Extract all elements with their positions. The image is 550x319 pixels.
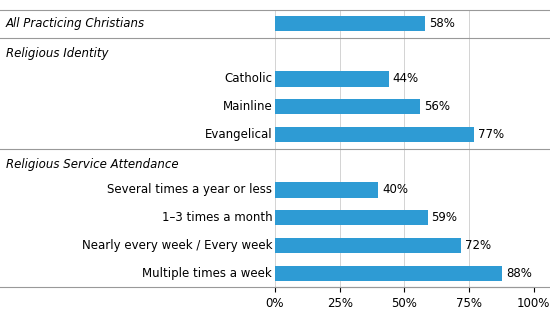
Text: 88%: 88% bbox=[507, 267, 532, 280]
Text: Several times a year or less: Several times a year or less bbox=[107, 183, 272, 197]
Text: All Practicing Christians: All Practicing Christians bbox=[6, 17, 145, 30]
Text: Religious Service Attendance: Religious Service Attendance bbox=[6, 158, 178, 171]
Bar bbox=[275, 127, 474, 142]
Text: 40%: 40% bbox=[382, 183, 408, 197]
Text: 44%: 44% bbox=[393, 72, 419, 85]
Bar bbox=[275, 210, 427, 225]
Bar bbox=[275, 99, 420, 114]
Text: 56%: 56% bbox=[424, 100, 450, 113]
Text: 77%: 77% bbox=[478, 128, 504, 141]
Bar bbox=[275, 16, 425, 31]
Text: 58%: 58% bbox=[429, 17, 455, 30]
Text: 59%: 59% bbox=[431, 211, 458, 224]
Text: 1–3 times a month: 1–3 times a month bbox=[162, 211, 272, 224]
Bar bbox=[275, 266, 503, 281]
Text: Religious Identity: Religious Identity bbox=[6, 47, 108, 60]
Text: Nearly every week / Every week: Nearly every week / Every week bbox=[82, 239, 272, 252]
Text: 72%: 72% bbox=[465, 239, 491, 252]
Bar bbox=[275, 71, 389, 86]
Text: Multiple times a week: Multiple times a week bbox=[142, 267, 272, 280]
Text: Evangelical: Evangelical bbox=[205, 128, 272, 141]
Bar bbox=[275, 238, 461, 253]
Text: Catholic: Catholic bbox=[224, 72, 272, 85]
Bar bbox=[275, 182, 378, 197]
Text: Mainline: Mainline bbox=[223, 100, 272, 113]
